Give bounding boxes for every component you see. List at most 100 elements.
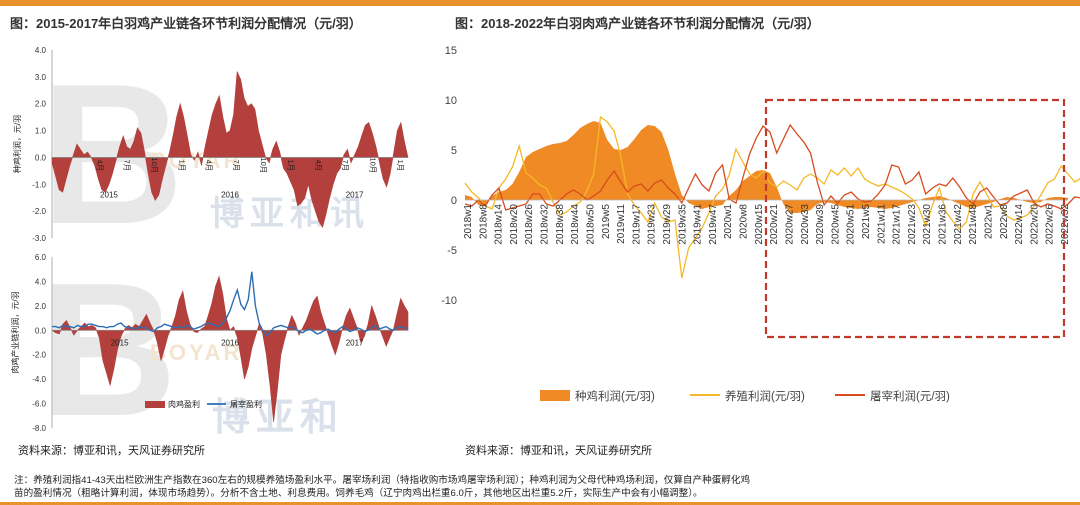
x-tick-label: 2018w38 [555,204,566,245]
x-tick-label: 2018w8 [478,204,489,239]
x-tick-label: 2019w11 [616,204,627,244]
farming-profit-line [464,115,1080,279]
x-year-label: 2017 [346,338,364,347]
legend-swatch-broiler [145,401,165,408]
y-tick-label: 4.0 [35,277,47,286]
x-year-label: 2016 [221,338,239,347]
x-tick-label: 2020w1 [723,204,734,239]
x-tick-label: 2021w5 [861,204,872,239]
chain-profit-plot-2018-2022: 15 10 5 0 -5 -10 2018w1 2018w8 2018w14 2018w20 201… [441,45,1080,403]
y-tick-label: -8.0 [32,424,46,433]
breeder-profit-area [465,121,1068,213]
x-month-label: 7月 [232,160,241,172]
x-tick-label: 2020w8 [739,204,750,239]
legend-label-broiler: 肉鸡盈利 [168,399,200,409]
y-tick-label: 6.0 [35,253,47,262]
x-tick-label: 2018w1 [463,204,474,239]
x-tick-label: 2020w33 [800,204,811,245]
y-tick-label: 4.0 [35,46,47,55]
x-tick-label: 2022w8 [999,204,1010,239]
x-month-label: 4月 [95,160,104,172]
x-tick-label: 2020w45 [830,204,841,245]
x-month-label: 1月 [396,160,405,172]
x-month-label: 4月 [205,160,214,172]
chain-profit-chart-2018-2022: 15 10 5 0 -5 -10 2018w1 2018w8 2018w14 2018w20 201… [441,45,1080,403]
watermark-b-glyph: B [40,43,184,250]
x-month-label: 10月 [368,158,377,174]
x-tick-label: 2019w17 [631,204,642,245]
x-tick-label: 2019w29 [662,204,673,245]
legend-label-farming: 养殖利润(元/羽) [725,389,805,403]
y-tick-label: -4.0 [32,375,46,384]
y-axis-title: 种鸡利润，元/羽 [12,115,22,173]
x-tick-label: 2018w44 [570,204,581,245]
x-tick-label: 2020w21 [769,204,780,245]
x-tick-label: 2021w36 [938,204,949,245]
x-month-label: 1月 [287,160,296,172]
x-month-label: 10月 [259,158,268,174]
breeder-profit-plot: 4.0 3.0 2.0 1.0 0.0 -1.0 -2.0 -3.0 4月 7月 10月 1月 4月 7月… [12,46,409,243]
top-accent-bar [0,0,1080,6]
x-tick-label: 2019w23 [647,204,658,245]
y-axis-title: 肉鸡产业链利润，元/羽 [10,291,20,373]
x-tick-label: 2021w42 [953,204,964,245]
x-tick-label: 2019w5 [601,204,612,239]
y-tick-label: 10 [445,95,457,107]
x-tick-label: 2022w14 [1014,204,1025,245]
legend-label-slaughter: 屠宰利润(元/羽) [870,389,950,403]
broiler-profit-area [51,275,409,422]
x-tick-label: 2019w35 [677,204,688,245]
footnote: 注：养殖利润指41-43天出栏欧洲生产指数在360左右的规模养殖场盈利水平。屠宰… [14,474,1074,500]
x-tick-label: 2020w15 [754,204,765,245]
watermark-text: 博亚和讯 [210,195,370,233]
x-tick-label: 2018w26 [524,204,535,245]
x-tick-label: 2022w32 [1060,204,1071,245]
y-tick-label: 0.0 [35,326,47,335]
x-tick-label: 2022w1 [983,204,994,239]
x-year-label: 2015 [111,338,129,347]
y-tick-label: 0 [451,195,457,207]
y-tick-label: 15 [445,45,457,57]
highlight-box [764,98,1066,339]
x-tick-label: 2021w23 [907,204,918,245]
footnote-line-1: 注：养殖利润指41-43天出栏欧洲生产指数在360左右的规模养殖场盈利水平。屠宰… [14,475,751,486]
bottom-accent-line [0,502,1080,505]
x-tick-label: 2021w11 [876,204,887,244]
breeder-profit-area [51,71,409,229]
y-tick-label: 2.0 [35,302,47,311]
x-tick-label: 2018w32 [540,204,551,245]
x-tick-label: 2022w26 [1045,204,1056,245]
left-source: 资料来源：博亚和讯，天风证券研究所 [18,445,205,457]
x-month-label: 1月 [177,160,186,172]
y-tick-label: -1.0 [32,180,46,189]
x-tick-label: 2020w51 [846,204,857,245]
x-year-label: 2016 [221,190,239,199]
y-tick-label: -3.0 [32,234,46,243]
y-tick-label: 2.0 [35,100,47,109]
x-tick-label: 2021w17 [892,204,903,245]
x-tick-label: 2019w47 [708,204,719,245]
right-chart-title: 图：2018-2022年白羽肉鸡产业链各环节利润分配情况（元/羽） [455,16,820,31]
y-tick-label: 3.0 [35,73,47,82]
x-tick-label: 2018w20 [509,204,520,245]
x-tick-label: 2021w48 [968,204,979,245]
x-month-label: 7月 [123,160,132,172]
y-tick-label: 1.0 [35,127,47,136]
x-tick-label: 2020w27 [784,204,795,245]
x-year-label: 2017 [346,190,364,199]
slaughter-profit-line [52,271,409,337]
y-tick-label: -2.0 [32,351,46,360]
x-tick-label: 2022w20 [1029,204,1040,245]
y-tick-label: -10 [441,295,457,307]
slaughter-profit-line [464,123,1080,211]
x-tick-label: 2020w39 [815,204,826,245]
y-tick-label: -2.0 [32,207,46,216]
y-tick-label: 0.0 [35,153,47,162]
chain-profit-plot: 6.0 4.0 2.0 0.0 -2.0 -4.0 -6.0 -8.0 2015 2016 2017… [10,253,409,433]
y-tick-label: -6.0 [32,400,46,409]
x-tick-label: 2018w50 [585,204,596,245]
left-chart-title: 图：2015-2017年白羽鸡产业链各环节利润分配情况（元/羽） [10,16,362,31]
x-month-label: 10月 [150,158,159,174]
